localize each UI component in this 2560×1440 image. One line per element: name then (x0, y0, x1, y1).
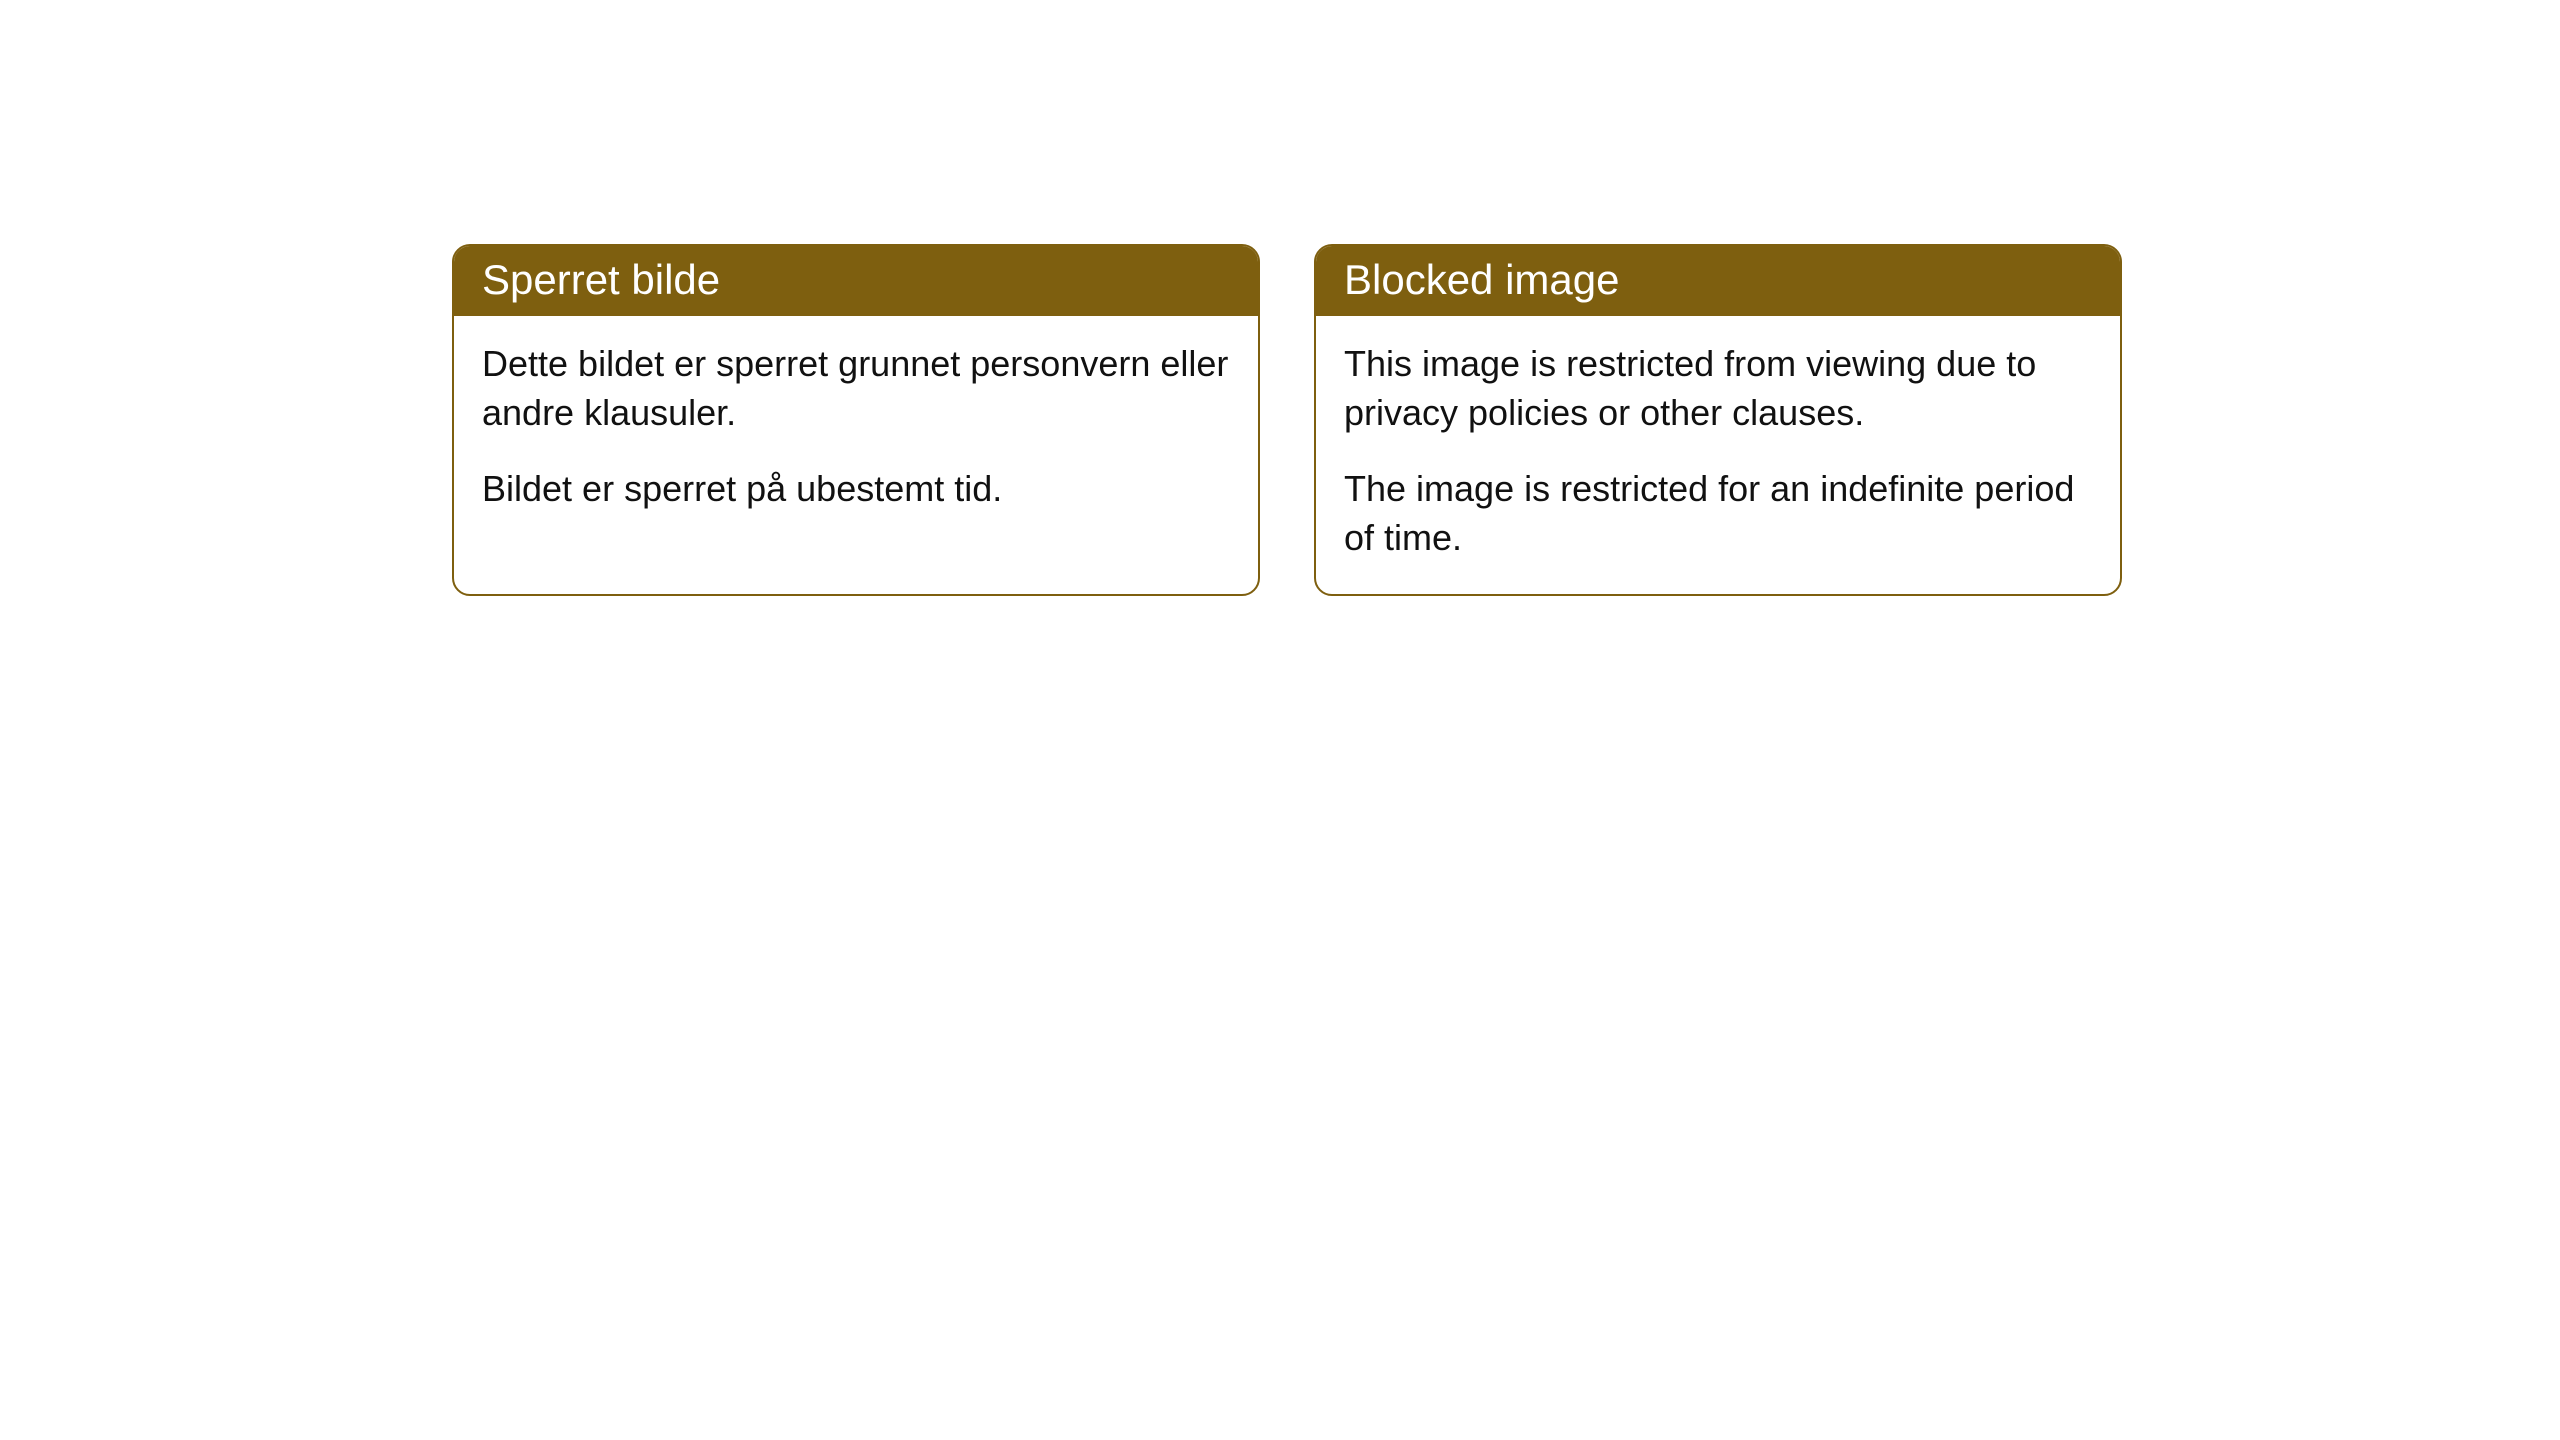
card-title: Blocked image (1316, 246, 2120, 316)
card-paragraph: Dette bildet er sperret grunnet personve… (482, 340, 1230, 437)
card-paragraph: This image is restricted from viewing du… (1344, 340, 2092, 437)
card-body: Dette bildet er sperret grunnet personve… (454, 316, 1258, 546)
card-title: Sperret bilde (454, 246, 1258, 316)
notice-cards-container: Sperret bilde Dette bildet er sperret gr… (452, 244, 2122, 596)
card-body: This image is restricted from viewing du… (1316, 316, 2120, 594)
blocked-image-card-norwegian: Sperret bilde Dette bildet er sperret gr… (452, 244, 1260, 596)
card-paragraph: The image is restricted for an indefinit… (1344, 465, 2092, 562)
blocked-image-card-english: Blocked image This image is restricted f… (1314, 244, 2122, 596)
card-paragraph: Bildet er sperret på ubestemt tid. (482, 465, 1230, 514)
